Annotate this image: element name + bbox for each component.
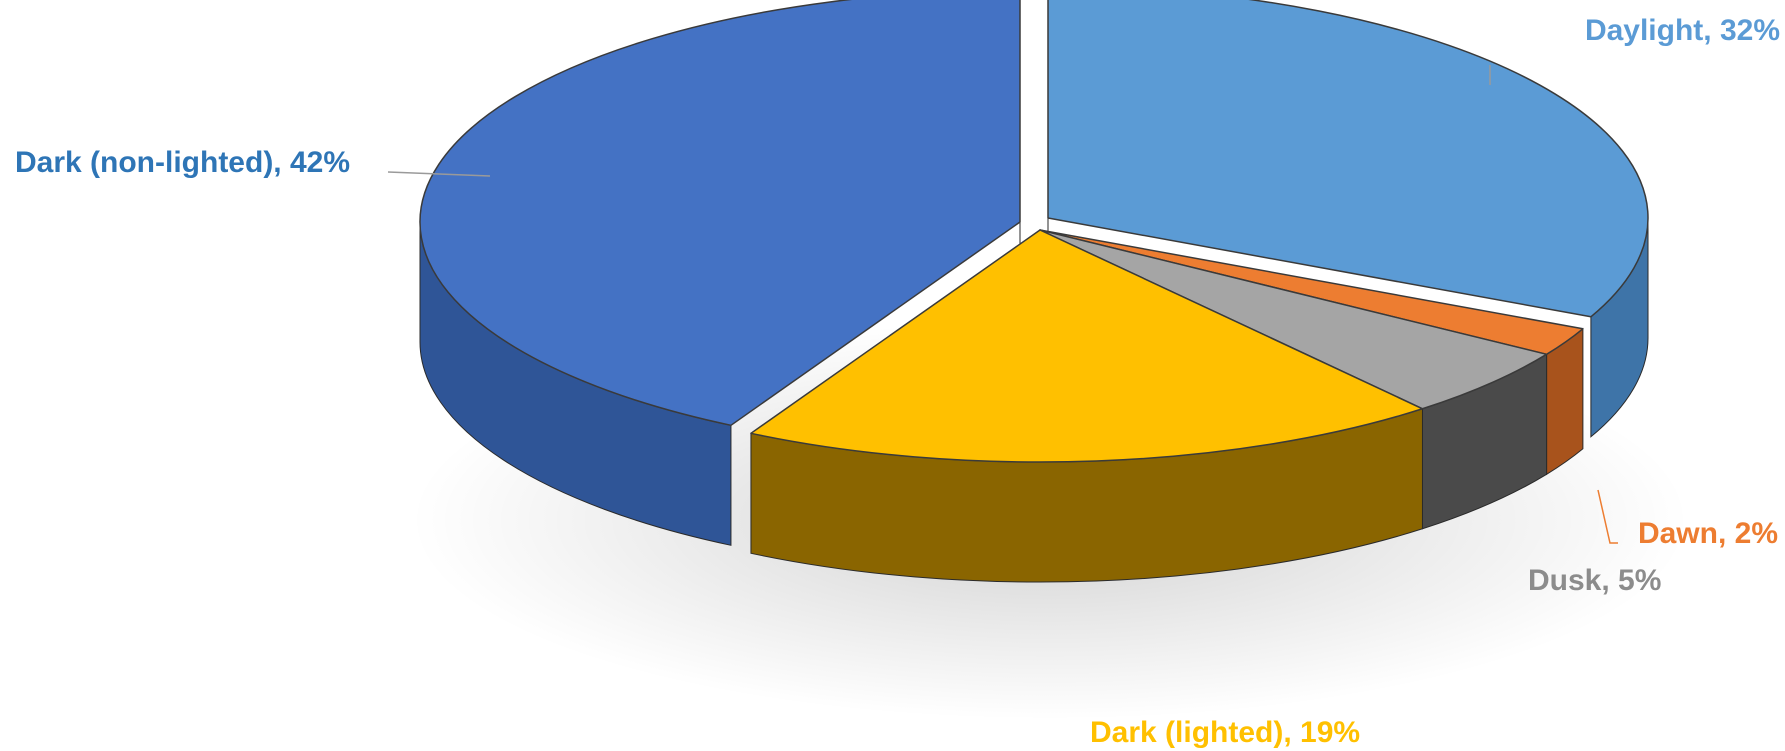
slice-dark-lighted xyxy=(750,229,1424,463)
data-label-dusk: Dusk, 5% xyxy=(1528,564,1661,597)
slice-dark-non-lighted xyxy=(419,0,1021,427)
data-label-dark-non-lighted: Dark (non-lighted), 42% xyxy=(15,146,350,179)
slice-dusk xyxy=(1039,229,1548,410)
slice-daylight xyxy=(1047,0,1649,318)
data-label-daylight: Daylight, 32% xyxy=(1585,14,1780,47)
data-label-dawn: Dawn, 2% xyxy=(1638,517,1778,550)
leader-line-1 xyxy=(1597,489,1618,544)
leader-line-4 xyxy=(387,171,491,177)
data-label-dark-lighted: Dark (lighted), 19% xyxy=(1090,716,1360,749)
